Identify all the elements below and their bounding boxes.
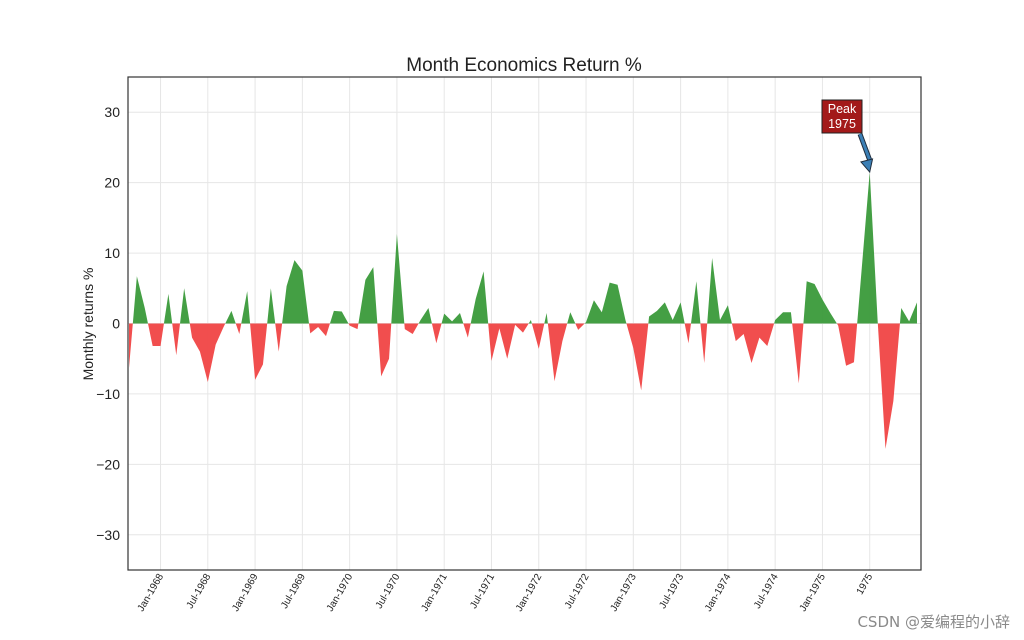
y-tick-label: 30 — [104, 104, 120, 120]
annotation-arrow-head — [860, 158, 874, 174]
annotation-text-line2: 1975 — [828, 117, 856, 131]
fill-areas — [129, 172, 917, 449]
negative-return-area — [129, 323, 900, 449]
x-tick-label: Jan-1972 — [514, 572, 545, 614]
annotation-box — [821, 99, 863, 134]
x-tick-label: Jul-1969 — [279, 572, 308, 611]
watermark: CSDN @爱编程的小辞 — [857, 613, 1010, 631]
y-axis: −30 −20 −10 0 10 20 30 — [96, 104, 120, 543]
x-tick-label: Jul-1974 — [752, 572, 781, 611]
plot-frame — [127, 76, 922, 571]
x-tick-label: Jan-1971 — [419, 572, 450, 614]
x-tick-label: Jul-1970 — [374, 572, 403, 611]
y-tick-label: 20 — [104, 175, 120, 191]
x-tick-label: Jan-1968 — [136, 572, 167, 614]
x-tick-label: Jan-1970 — [325, 572, 356, 614]
x-tick-label: Jan-1973 — [609, 572, 640, 614]
x-tick-label: Jul-1972 — [563, 572, 592, 611]
annotation-text-line1: Peak — [828, 102, 857, 116]
x-tick-label: Jul-1973 — [657, 572, 686, 611]
y-tick-label: −20 — [96, 456, 120, 472]
y-tick-label: 0 — [112, 316, 120, 332]
y-axis-label: Monthly returns % — [80, 268, 96, 381]
y-tick-label: −10 — [96, 386, 120, 402]
chart-title: Month Economics Return % — [406, 55, 642, 76]
y-tick-label: −30 — [96, 527, 120, 543]
x-tick-label: Jul-1968 — [185, 572, 214, 611]
x-axis: Jan-1968 Jul-1968 Jan-1969 Jul-1969 Jan-1970… — [136, 572, 876, 614]
annotation-arrow-shaft — [858, 133, 872, 161]
x-tick-label: Jan-1974 — [703, 572, 734, 614]
positive-return-area — [132, 172, 917, 324]
x-tick-label: 1975 — [855, 572, 876, 597]
x-tick-label: Jan-1969 — [230, 572, 261, 614]
x-tick-label: Jul-1971 — [468, 572, 497, 611]
x-tick-label: Jan-1975 — [798, 572, 829, 614]
y-tick-label: 10 — [104, 245, 120, 261]
